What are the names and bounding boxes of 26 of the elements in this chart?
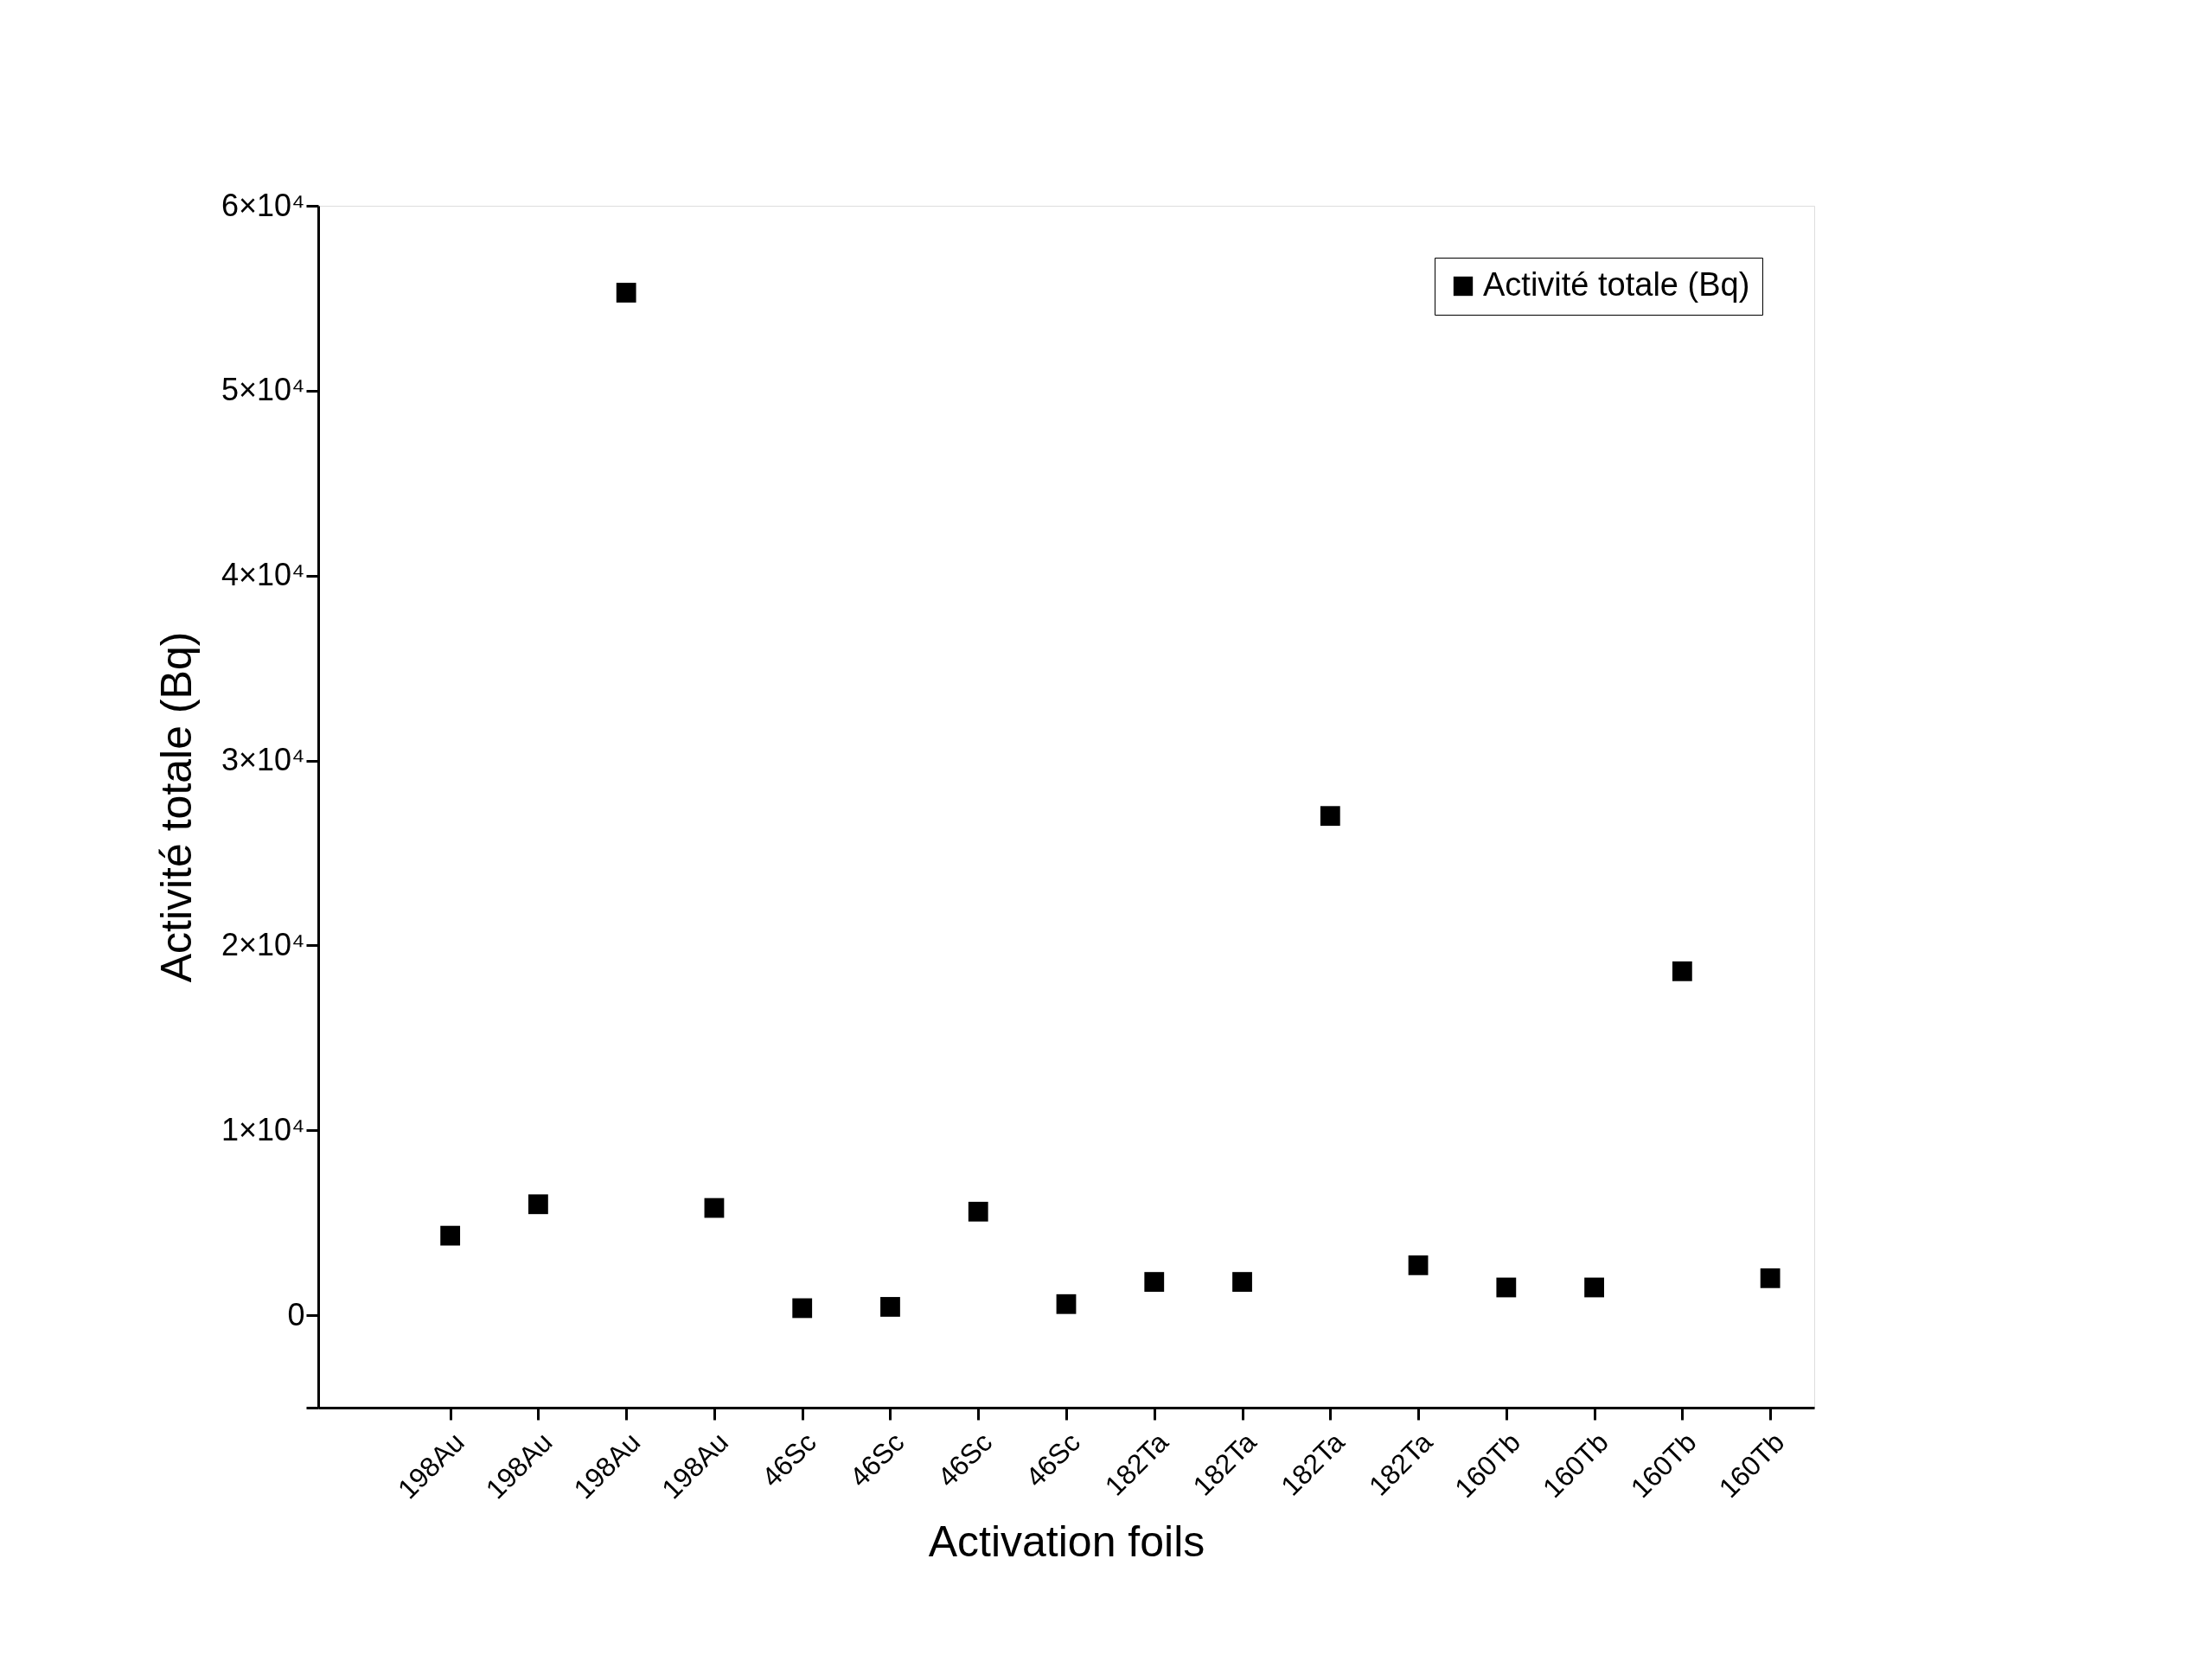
- y-tick-label: 3×10⁴: [221, 742, 305, 778]
- point: [616, 283, 636, 303]
- point: [1408, 1255, 1429, 1275]
- point: [440, 1225, 461, 1246]
- point: [880, 1297, 900, 1317]
- y-tick-label: 6×10⁴: [221, 187, 305, 223]
- legend-label: Activité totale (Bq): [1483, 266, 1750, 303]
- point: [528, 1194, 548, 1215]
- point: [1584, 1277, 1604, 1298]
- y-tick-label: 0: [287, 1296, 305, 1332]
- y-axis-title: Activité totale (Bq): [151, 631, 201, 983]
- point: [704, 1198, 725, 1218]
- y-tick-label: 2×10⁴: [221, 926, 305, 962]
- y-tick-label: 5×10⁴: [221, 372, 305, 408]
- point: [968, 1201, 988, 1222]
- y-tick-label: 1×10⁴: [221, 1111, 305, 1147]
- y-tick-label: 4×10⁴: [221, 557, 305, 593]
- point: [1144, 1272, 1165, 1292]
- point: [1320, 806, 1340, 827]
- point: [792, 1298, 813, 1319]
- point: [1232, 1272, 1252, 1292]
- point: [1760, 1268, 1781, 1288]
- point: [1496, 1277, 1517, 1298]
- point: [1056, 1294, 1077, 1314]
- x-axis-title: Activation foils: [928, 1517, 1205, 1566]
- point: [1672, 961, 1692, 981]
